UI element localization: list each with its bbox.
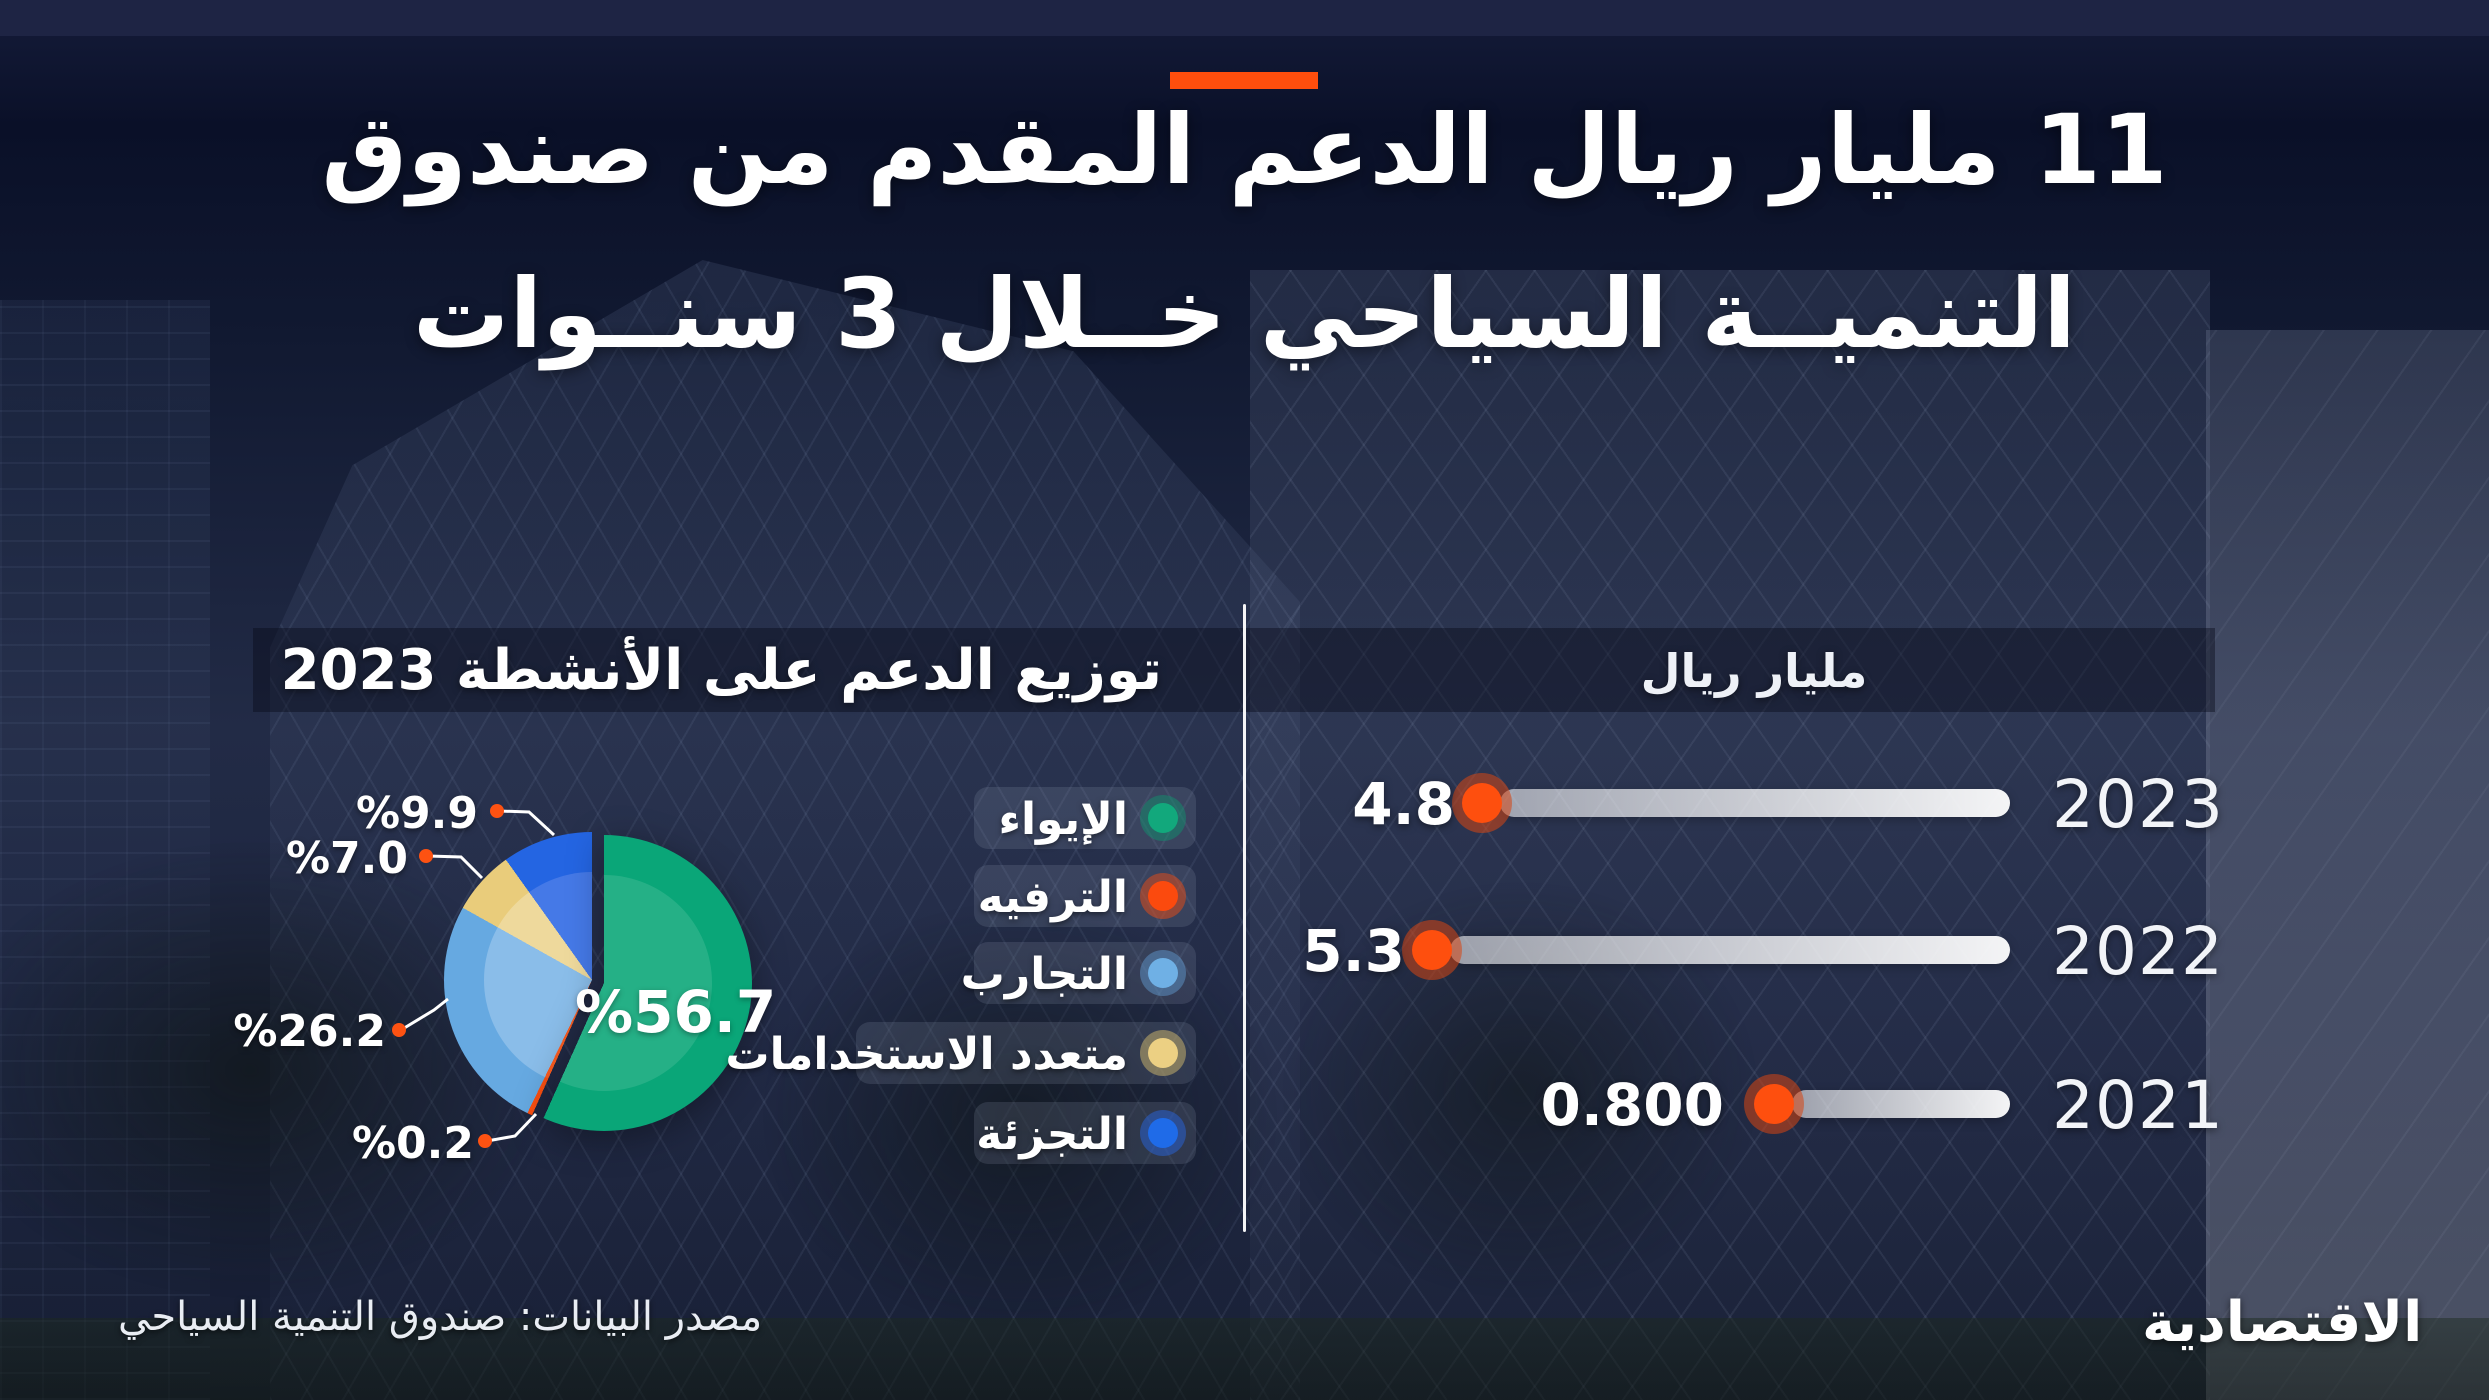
legend-pill-multiuse [856, 1022, 1196, 1084]
pie-value-multiuse: %7.0 [285, 833, 408, 884]
legend-dot-retail [1140, 1110, 1186, 1156]
bar-year-2021: 2021 [2052, 1067, 2224, 1144]
pie-value-retail: %9.9 [355, 788, 478, 839]
legend-label-retail: التجزئة [976, 1109, 1128, 1160]
bar-value-2021: 0.800 [1540, 1071, 1724, 1139]
vertical-divider [1243, 604, 1246, 1232]
legend-label-entertainment: الترفيه [977, 872, 1128, 923]
pie-slice-accommodation-inner-shade [496, 875, 712, 1091]
legend-dot-experiences [1140, 950, 1186, 996]
legend-dot-entertainment [1140, 873, 1186, 919]
bar-2022 [1450, 936, 2010, 964]
bar-year-2022: 2022 [2052, 913, 2224, 990]
section-header-band [253, 628, 2215, 712]
accent-dash [1170, 72, 1318, 89]
bar-value-2022: 5.3 [1302, 917, 1405, 985]
data-source-note: مصدر البيانات: صندوق التنمية السياحي [118, 1294, 763, 1340]
bar-dot-2023 [1452, 773, 1512, 833]
bar-chart-unit-label: مليار ريال [1640, 644, 1868, 698]
legend-dot-multiuse [1140, 1030, 1186, 1076]
bar-dot-2021 [1744, 1074, 1804, 1134]
bar-2021 [1792, 1090, 2010, 1118]
main-title-line1: 11 مليار ريال الدعم المقدم من صندوق [321, 94, 2168, 206]
bar-2023 [1500, 789, 2010, 817]
pie-value-experiences: %26.2 [233, 1006, 386, 1057]
pie-chart-title: توزيع الدعم على الأنشطة 2023 [280, 638, 1162, 703]
bar-dot-2022 [1402, 920, 1462, 980]
brand-logo: الاقتصادية [2142, 1290, 2423, 1355]
legend-label-multiuse: متعدد الاستخدامات [725, 1029, 1128, 1080]
legend-label-experiences: التجارب [960, 949, 1128, 1000]
bar-value-2023: 4.8 [1352, 770, 1455, 838]
pie-value-accommodation: %56.7 [575, 978, 777, 1046]
main-title-line2: التنميــة السياحي خــلال 3 سنــوات [412, 258, 2077, 370]
legend-dot-accommodation [1140, 795, 1186, 841]
bar-year-2023: 2023 [2052, 766, 2224, 843]
pie-value-entertainment: %0.2 [351, 1118, 474, 1169]
pie-slice-accommodation-exploded [456, 835, 752, 1131]
legend-label-accommodation: الإيواء [998, 794, 1128, 845]
